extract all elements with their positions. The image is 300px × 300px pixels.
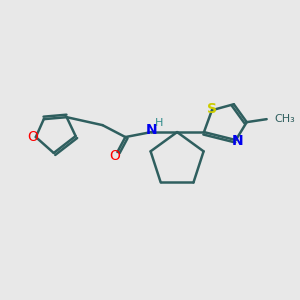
- Text: O: O: [27, 130, 38, 144]
- Text: H: H: [155, 118, 164, 128]
- Text: CH₃: CH₃: [274, 114, 296, 124]
- Text: O: O: [109, 149, 120, 163]
- Text: N: N: [146, 123, 157, 137]
- Text: N: N: [232, 134, 244, 148]
- Text: S: S: [207, 102, 217, 116]
